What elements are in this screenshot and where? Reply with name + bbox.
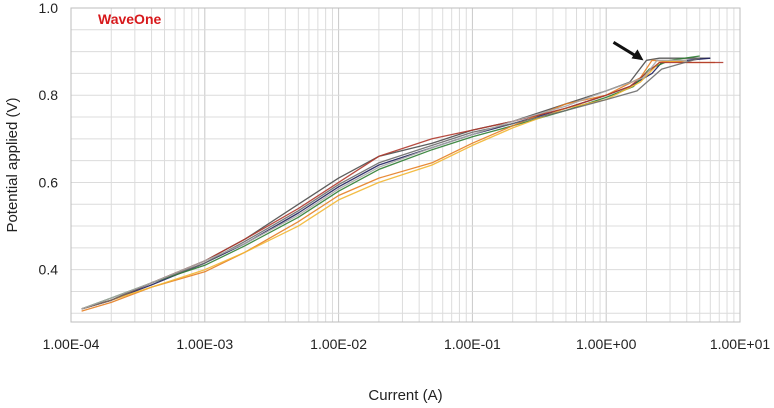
y-axis-label: Potential applied (V) [4, 97, 21, 232]
x-tick-labels: 1.00E-04 1.00E-03 1.00E-02 1.00E-01 1.00E+00… [43, 336, 771, 352]
y-tick-labels: 0.4 0.6 0.8 1.0 [39, 0, 59, 278]
x-tick-label: 1.00E-01 [444, 336, 501, 352]
grid [70, 7, 740, 322]
x-tick-label: 1.00E-02 [310, 336, 367, 352]
x-tick-label: 1.00E-04 [43, 336, 100, 352]
series-line-5 [81, 59, 687, 310]
y-tick-label: 0.6 [39, 174, 59, 190]
series-line-4 [81, 59, 715, 312]
x-axis-label: Current (A) [368, 387, 442, 404]
arrow-head [631, 49, 644, 61]
y-tick-label: 0.8 [39, 87, 59, 103]
series-line-7 [81, 57, 700, 310]
series-line-2 [81, 57, 711, 310]
y-tick-label: 0.4 [39, 262, 59, 278]
series-line-8 [81, 59, 687, 310]
arrow-shaft [612, 41, 638, 58]
arrow-annotation [612, 41, 644, 61]
x-tick-label: 1.00E+01 [710, 336, 771, 352]
x-tick-label: 1.00E+00 [576, 336, 637, 352]
series-group [81, 55, 724, 312]
series-line-3 [81, 55, 700, 310]
series-line-1 [81, 57, 711, 310]
plot-frame [70, 7, 741, 323]
x-tick-label: 1.00E-03 [176, 336, 233, 352]
annotation-waveone: WaveOne [98, 11, 161, 27]
y-tick-label: 1.0 [39, 0, 59, 16]
